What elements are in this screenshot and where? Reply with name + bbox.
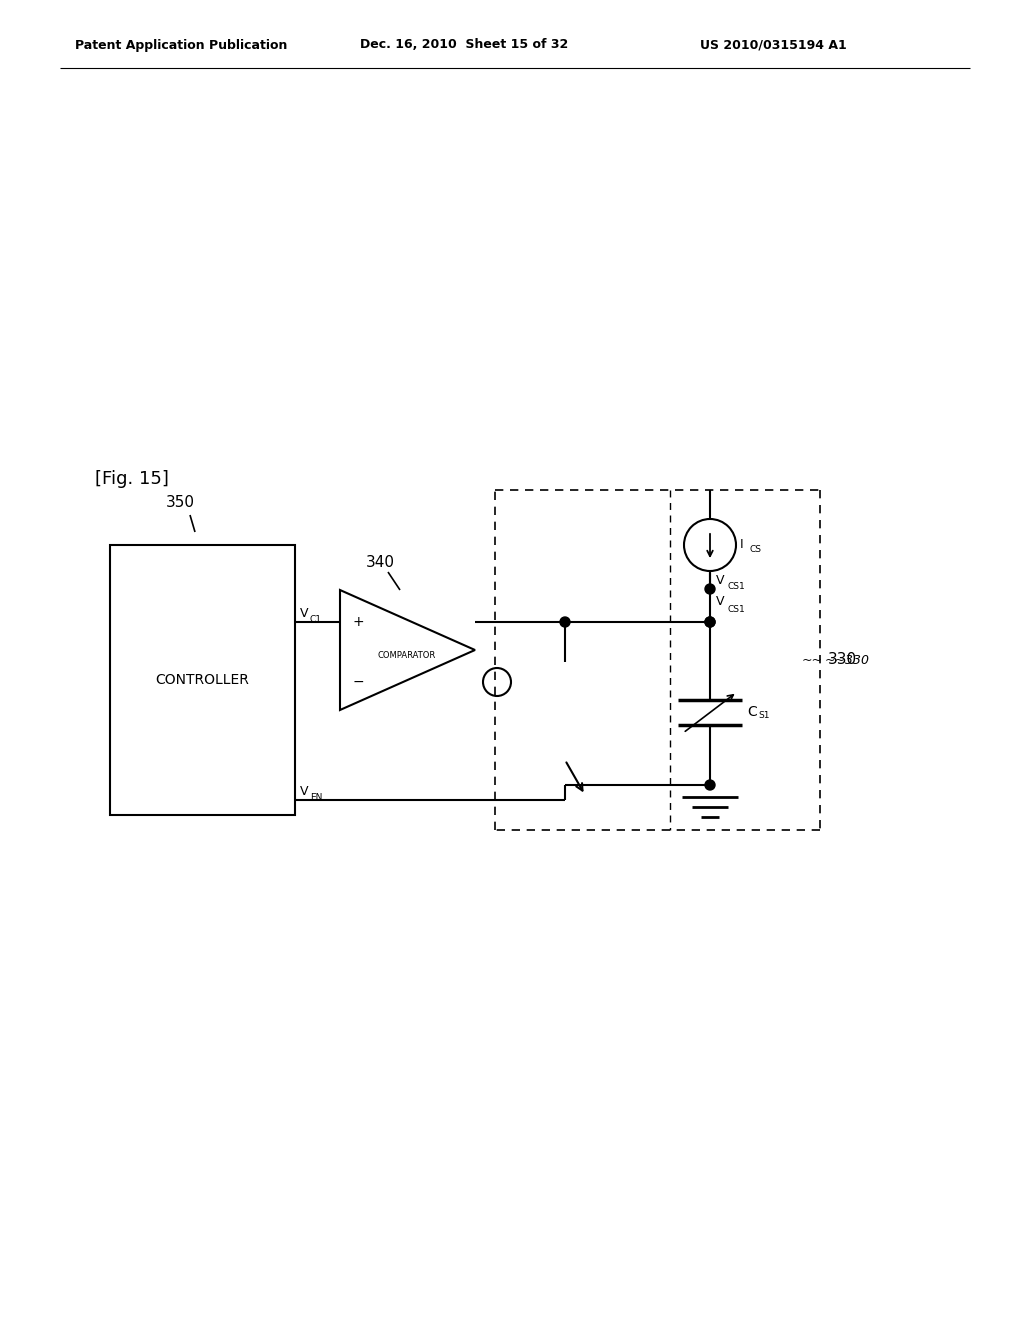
Circle shape xyxy=(705,780,715,789)
Text: C: C xyxy=(746,705,757,719)
Text: C1: C1 xyxy=(310,615,322,624)
Text: −: − xyxy=(352,675,364,689)
Text: CS1: CS1 xyxy=(728,582,745,591)
Text: Dec. 16, 2010  Sheet 15 of 32: Dec. 16, 2010 Sheet 15 of 32 xyxy=(360,38,568,51)
Circle shape xyxy=(483,668,511,696)
Text: COMPARATOR: COMPARATOR xyxy=(378,651,436,660)
Text: CONTROLLER: CONTROLLER xyxy=(155,673,249,686)
Text: Patent Application Publication: Patent Application Publication xyxy=(75,38,288,51)
Text: ~~: ~~ xyxy=(802,653,823,667)
Text: US 2010/0315194 A1: US 2010/0315194 A1 xyxy=(700,38,847,51)
Bar xyxy=(110,545,295,814)
Circle shape xyxy=(705,583,715,594)
Circle shape xyxy=(560,616,570,627)
Text: CS1: CS1 xyxy=(728,605,745,614)
Text: V: V xyxy=(716,574,725,587)
Text: V: V xyxy=(300,785,308,799)
Text: V: V xyxy=(300,607,308,620)
Text: [Fig. 15]: [Fig. 15] xyxy=(95,470,169,488)
Text: ~~330: ~~330 xyxy=(825,653,870,667)
Text: 340: 340 xyxy=(366,554,394,570)
Text: EN: EN xyxy=(310,793,323,803)
Text: 350: 350 xyxy=(166,495,195,510)
Circle shape xyxy=(684,519,736,572)
Text: I: I xyxy=(740,539,743,552)
Circle shape xyxy=(705,616,715,627)
Text: 330: 330 xyxy=(828,652,857,668)
Text: CS: CS xyxy=(750,544,762,553)
Text: +: + xyxy=(352,615,364,630)
Circle shape xyxy=(705,616,715,627)
Text: S1: S1 xyxy=(758,711,769,721)
Text: V: V xyxy=(716,595,725,609)
Polygon shape xyxy=(340,590,475,710)
